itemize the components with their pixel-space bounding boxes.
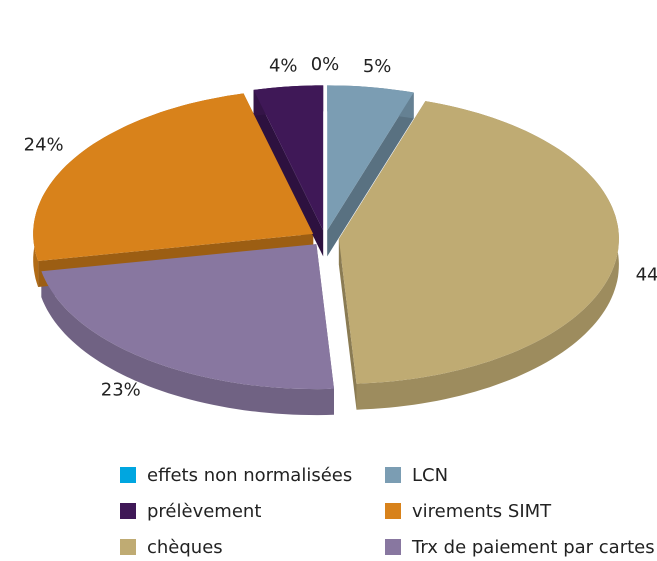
data-label: 0% [311, 54, 340, 75]
legend-swatch [120, 467, 136, 483]
slice-side [41, 271, 335, 416]
legend-label: effets non normalisées [147, 465, 352, 486]
legend-swatch [120, 503, 136, 519]
slice [327, 85, 414, 231]
data-label: 23% [101, 379, 141, 400]
legend-label: LCN [412, 465, 448, 486]
legend-swatch [385, 503, 401, 519]
legend-swatch [120, 539, 136, 555]
slice-side [253, 89, 324, 257]
slice [253, 85, 324, 231]
slice [338, 101, 619, 384]
legend-swatch [385, 467, 401, 483]
slice-side [338, 239, 357, 410]
legend-label: prélèvement [147, 501, 261, 522]
legend-label: virements SIMT [412, 501, 552, 522]
data-label: 5% [363, 56, 392, 77]
data-label: 24% [24, 134, 64, 155]
slice [41, 244, 335, 390]
data-label: 4% [269, 55, 298, 76]
legend-label: Trx de paiement par cartes [411, 537, 655, 558]
legend-swatch [385, 539, 401, 555]
slice-side [356, 101, 619, 410]
slice [33, 93, 314, 262]
legend-label: chèques [147, 537, 223, 558]
slice-side [327, 92, 414, 257]
data-label: 44% [636, 264, 657, 285]
